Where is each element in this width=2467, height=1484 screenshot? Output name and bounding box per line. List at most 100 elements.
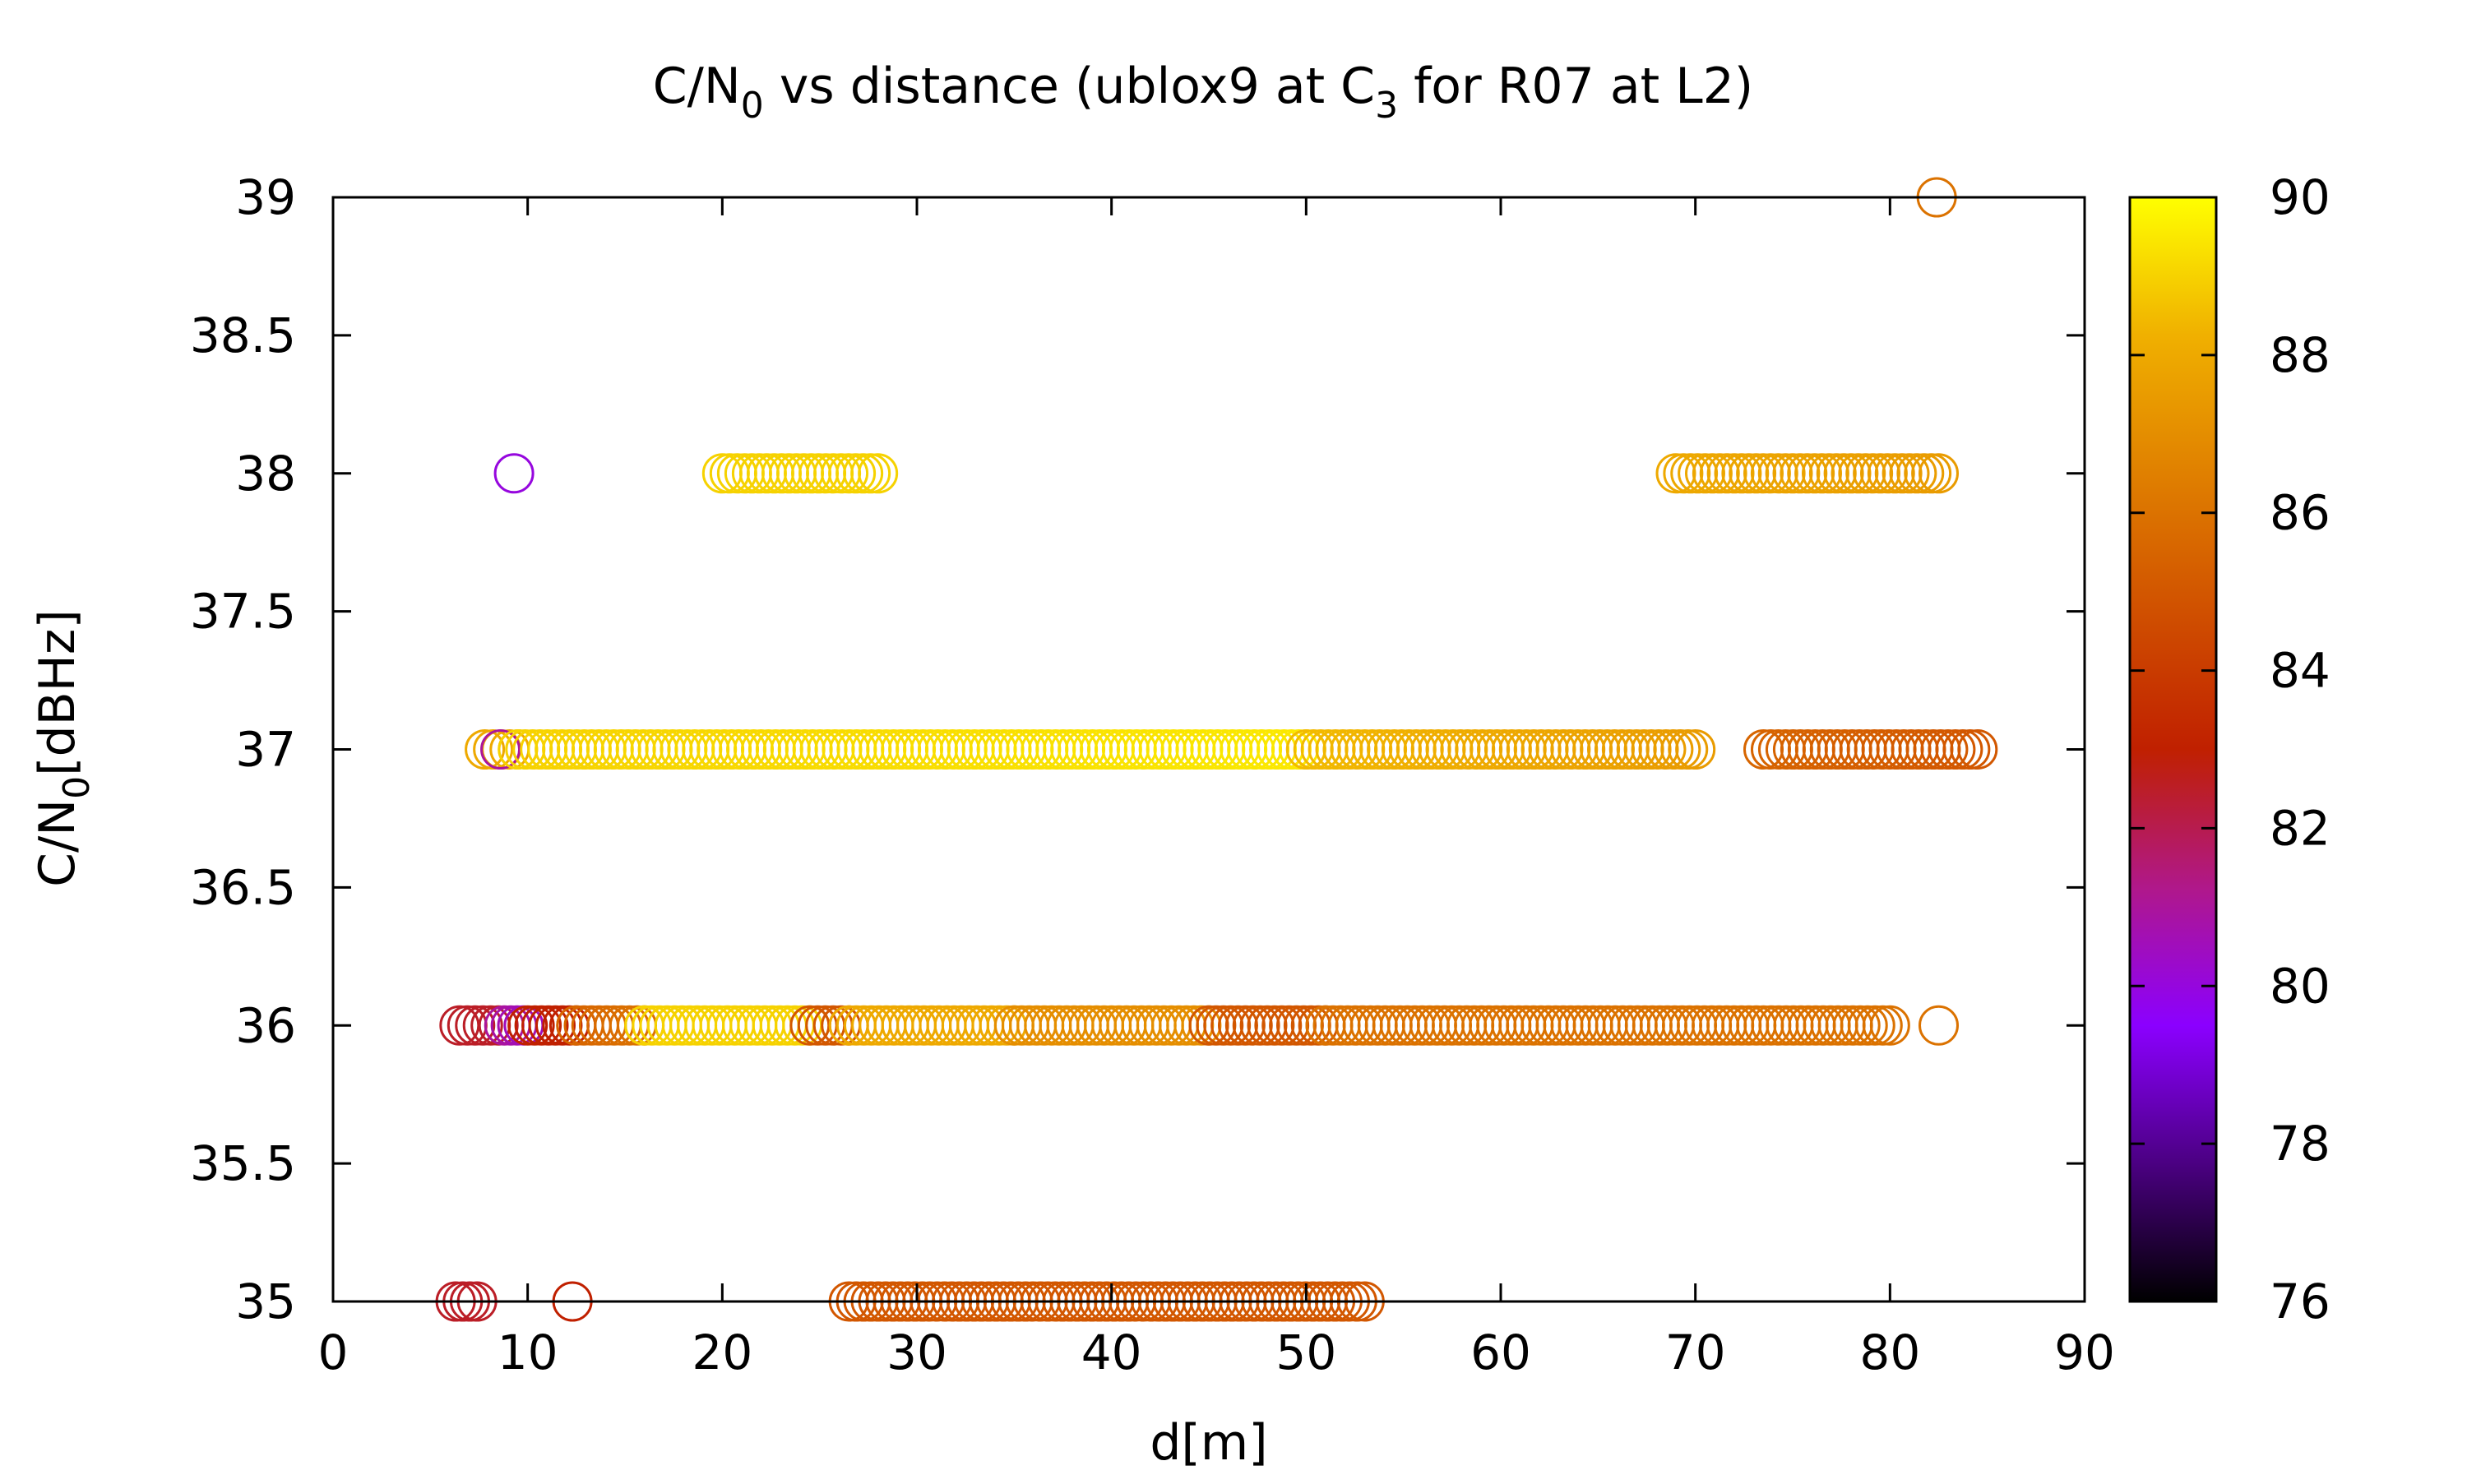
data-point [1874, 453, 1915, 494]
y-label-part-1: [dBHz] [29, 609, 86, 776]
colorbar [2128, 196, 2218, 1303]
data-point [1808, 453, 1849, 494]
data-point [805, 1005, 846, 1046]
data-point [1188, 1005, 1229, 1046]
data-point [1957, 729, 1998, 770]
data-point [1802, 453, 1842, 494]
data-point [1881, 453, 1923, 494]
data-point [1269, 1005, 1310, 1046]
data-point [1706, 453, 1747, 494]
colorbar-tick-label: 80 [2270, 958, 2330, 1014]
data-point [1765, 453, 1806, 494]
data-point [1757, 453, 1798, 494]
y-tick-label: 38.5 [190, 307, 296, 363]
x-tick-label: 60 [1470, 1325, 1531, 1380]
data-point [1750, 453, 1791, 494]
data-point [1904, 453, 1945, 494]
data-point [465, 729, 506, 770]
data-point [1203, 1005, 1244, 1046]
data-point [1218, 1005, 1258, 1046]
data-point [1699, 453, 1740, 494]
data-point [1196, 1005, 1237, 1046]
data-point [1840, 1005, 1881, 1046]
x-tick-label: 40 [1081, 1325, 1142, 1380]
x-tick-label: 0 [318, 1325, 349, 1380]
data-point [1889, 453, 1930, 494]
colorbar-tick-label: 82 [2270, 800, 2330, 856]
data-point [473, 729, 514, 770]
data-point [455, 1005, 496, 1046]
data-point [1655, 453, 1696, 494]
data-point [835, 453, 877, 494]
x-tick-label: 30 [886, 1325, 947, 1380]
data-point [1845, 453, 1886, 494]
data-point [1224, 1005, 1266, 1046]
y-tick-label: 35 [235, 1274, 296, 1329]
x-tick-label: 90 [2054, 1325, 2115, 1380]
data-point [1772, 453, 1813, 494]
data-point [1896, 453, 1937, 494]
data-point [828, 453, 869, 494]
data-point [1780, 453, 1821, 494]
y-tick-label: 35.5 [190, 1135, 296, 1191]
data-point [535, 1005, 576, 1046]
data-point [1867, 453, 1908, 494]
data-point [480, 729, 521, 770]
data-point [1869, 1005, 1910, 1046]
data-point [1816, 453, 1857, 494]
x-tick-label: 70 [1665, 1325, 1726, 1380]
data-point [1919, 453, 1959, 494]
data-point [514, 1005, 555, 1046]
data-point [1232, 1005, 1273, 1046]
colorbar-tick-label: 84 [2270, 643, 2330, 699]
data-point [1831, 453, 1872, 494]
data-point [1862, 1005, 1903, 1046]
colorbar-tick-label: 86 [2270, 485, 2330, 541]
data-point [1675, 729, 1716, 770]
y-tick-label: 37.5 [190, 584, 296, 640]
data-point [1853, 453, 1894, 494]
data-point [1678, 453, 1719, 494]
data-point [1721, 453, 1762, 494]
data-point [1668, 729, 1709, 770]
data-point [1714, 453, 1755, 494]
ticks-layer: 0 10 20 30 40 50 60 70 80 90 35 35.5 36 36.5 37 37.5 38 3… [190, 169, 2115, 1380]
data-point [1660, 729, 1701, 770]
data-point [1911, 453, 1952, 494]
data-point [812, 1005, 854, 1046]
data-point [858, 453, 899, 494]
data-point [843, 453, 884, 494]
y-axis-label: C/N0[dBHz] [29, 609, 98, 887]
data-point [493, 453, 535, 494]
y-tick-label: 39 [235, 169, 296, 225]
data-point [1950, 729, 1991, 770]
data-point [528, 1005, 569, 1046]
x-tick-label: 50 [1275, 1325, 1336, 1380]
data-point [850, 453, 891, 494]
title-part-1: vs distance (ublox9 at C [764, 58, 1375, 115]
data-point [1935, 729, 1976, 770]
data-point [1685, 453, 1725, 494]
x-tick-label: 10 [498, 1325, 558, 1380]
data-point [1736, 453, 1777, 494]
y-label-subscript: 0 [56, 776, 98, 799]
data-point [1239, 1005, 1280, 1046]
data-point [1847, 1005, 1888, 1046]
data-point [1743, 453, 1784, 494]
colorbar-tick-label: 78 [2270, 1116, 2330, 1172]
data-point [1670, 453, 1711, 494]
colorbar-ticks: 76 78 80 82 84 86 88 90 [2130, 169, 2330, 1329]
y-tick-label: 36 [235, 997, 296, 1053]
y-label-part-0: C/N [29, 799, 86, 887]
data-point [1942, 729, 1983, 770]
chart-title: C/N0 vs distance (ublox9 at C3 for R07 a… [653, 58, 1753, 127]
data-point [1210, 1005, 1252, 1046]
colorbar-tick-label: 76 [2270, 1274, 2330, 1329]
y-tick-label: 38 [235, 446, 296, 502]
colorbar-tick-label: 88 [2270, 327, 2330, 383]
y-tick-label: 37 [235, 722, 296, 778]
data-point [1794, 453, 1835, 494]
y-tick-label: 36.5 [190, 859, 296, 915]
x-tick-label: 20 [692, 1325, 752, 1380]
